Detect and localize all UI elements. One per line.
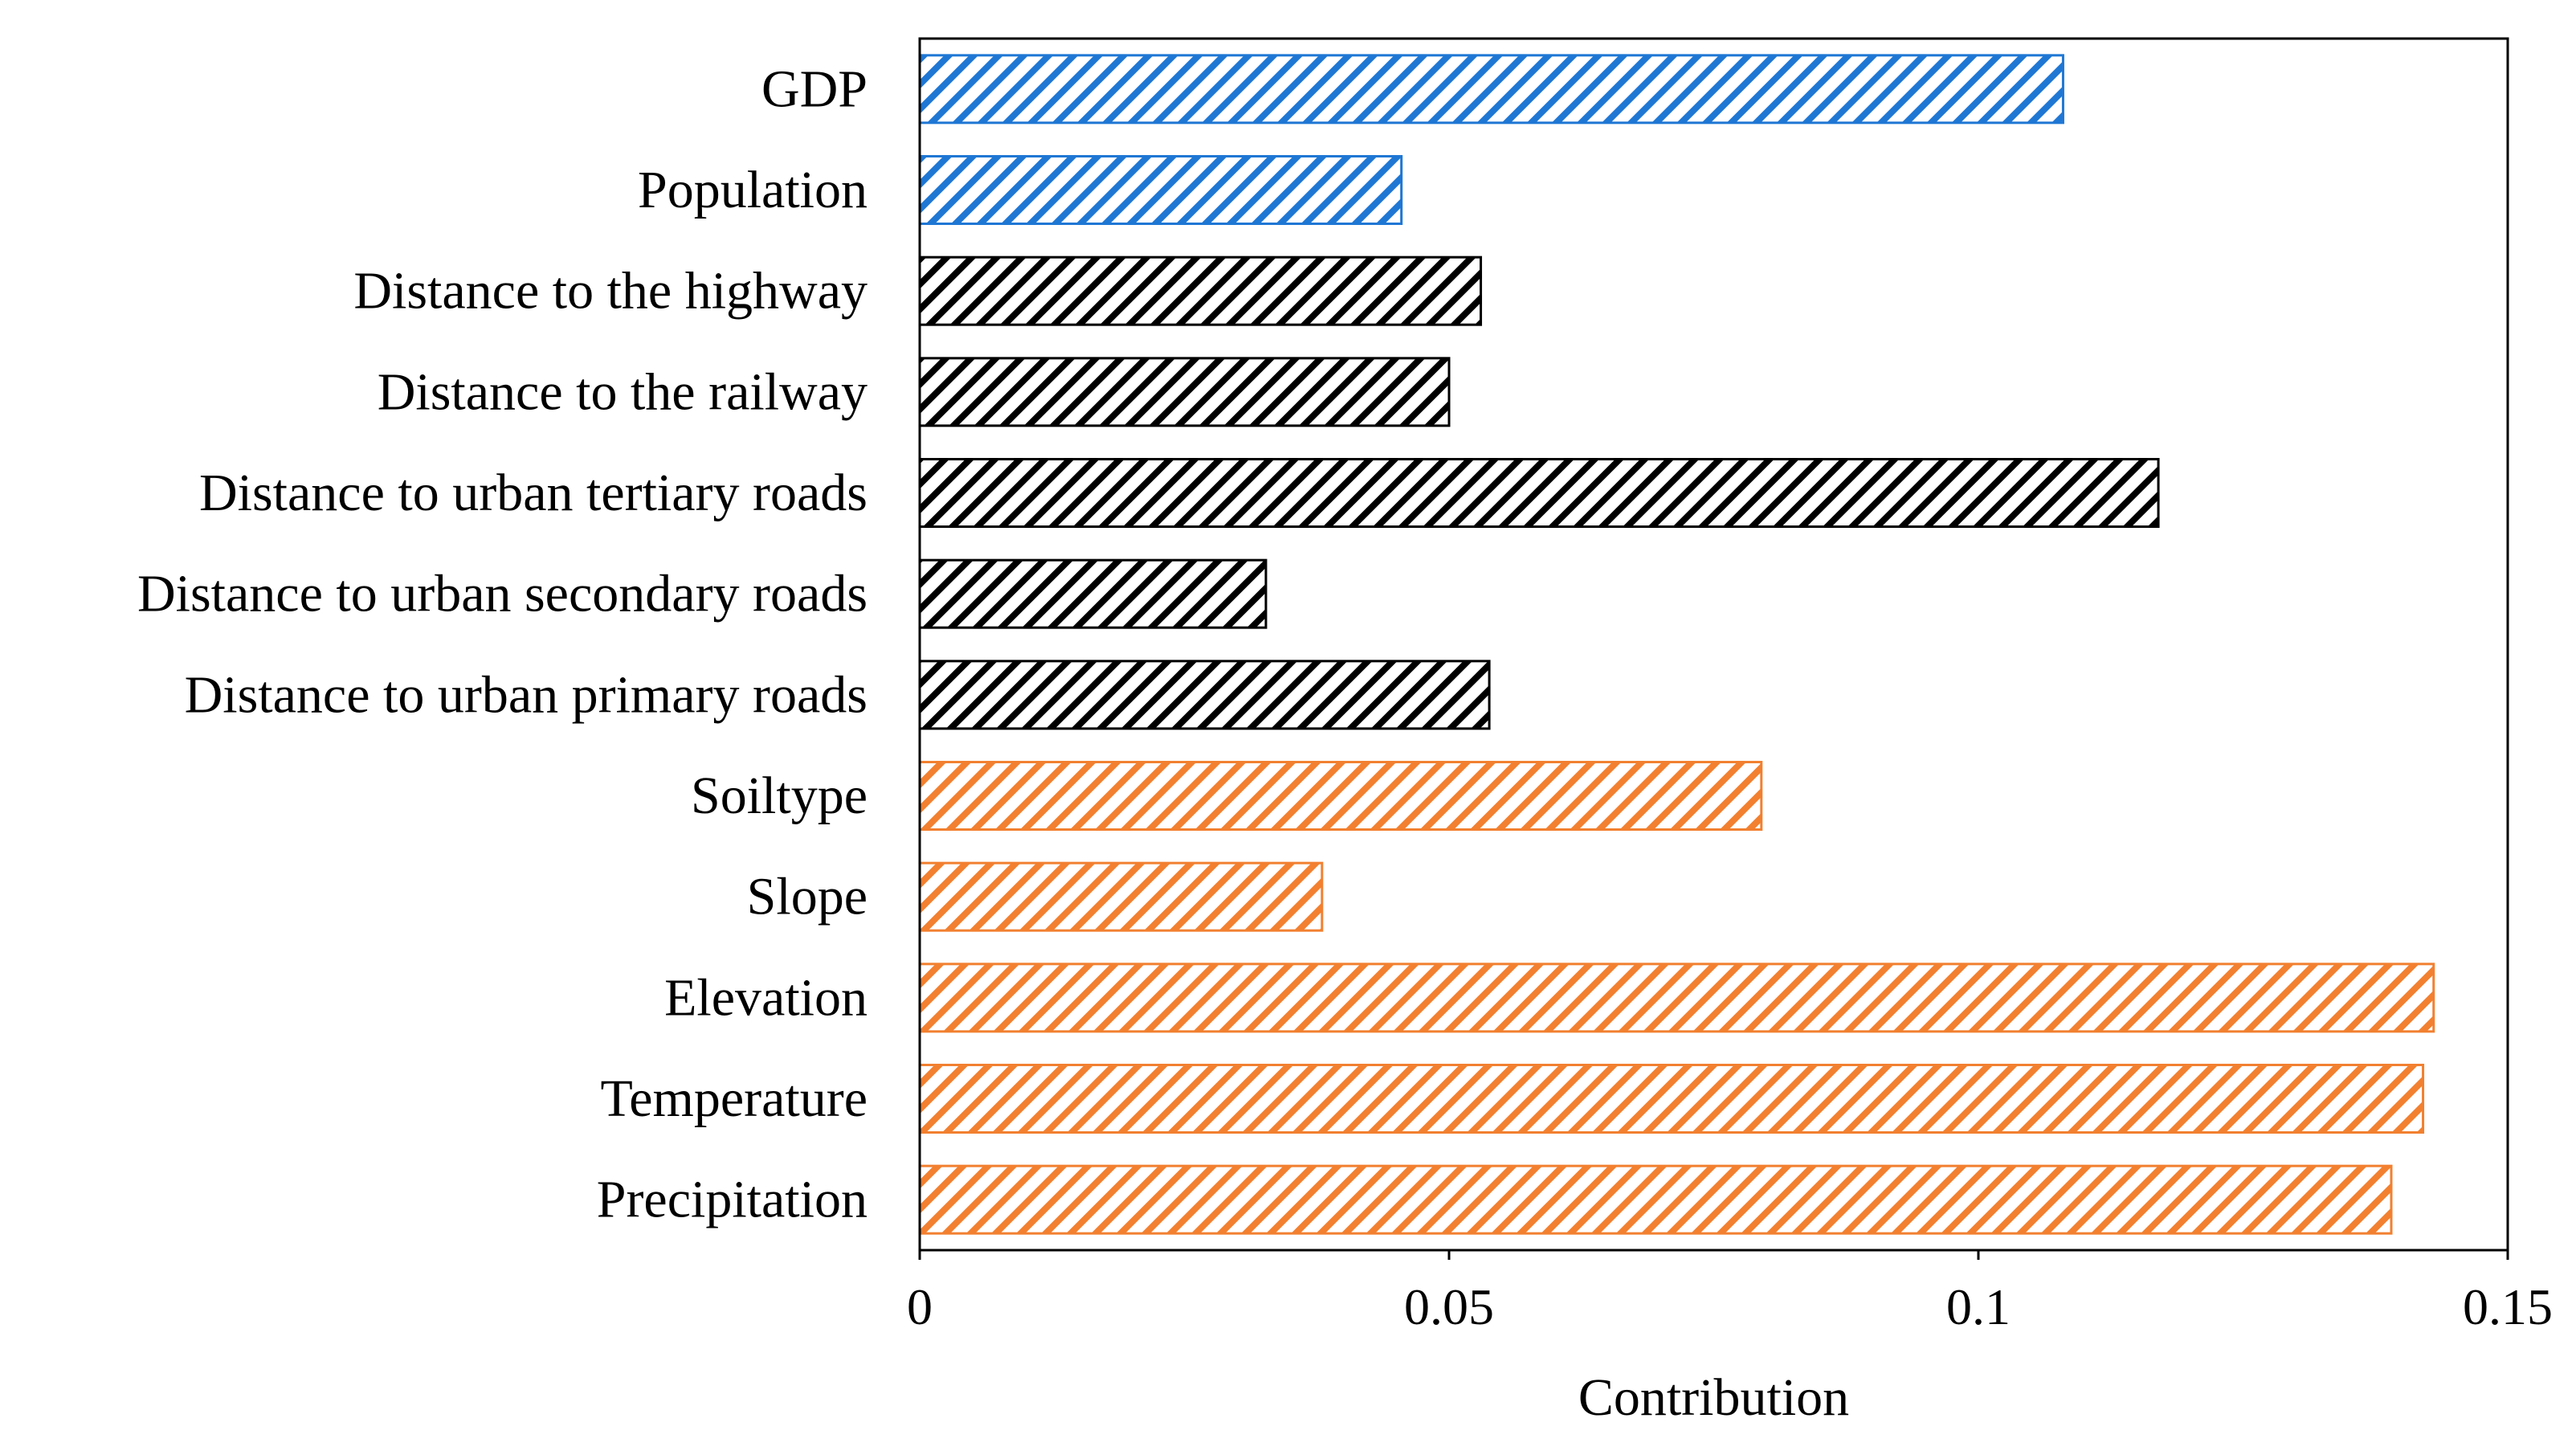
- bar-soiltype: [918, 761, 1763, 831]
- category-label: Distance to urban tertiary roads: [199, 464, 868, 522]
- bar-gdp: [918, 54, 2064, 125]
- category-label: Distance to urban secondary roads: [137, 565, 868, 623]
- category-label: Elevation: [664, 968, 868, 1027]
- bar-slope: [918, 861, 1324, 932]
- bar-distance-to-the-railway: [918, 357, 1451, 427]
- category-label: Precipitation: [597, 1171, 868, 1229]
- bar-distance-to-urban-tertiary-roads: [918, 458, 2160, 528]
- x-tick-label: 0.05: [1404, 1278, 1494, 1335]
- bar-temperature: [918, 1064, 2425, 1134]
- category-label: GDP: [761, 59, 868, 118]
- plot-area-frame: [918, 37, 2509, 1252]
- bar-precipitation: [918, 1164, 2393, 1235]
- bar-series: [918, 54, 2435, 1235]
- bar-distance-to-urban-primary-roads: [918, 660, 1491, 730]
- bar-distance-to-urban-secondary-roads: [918, 558, 1268, 629]
- category-label: Population: [638, 161, 868, 219]
- category-label: Distance to urban primary roads: [185, 665, 868, 724]
- x-tick-label: 0.15: [2463, 1278, 2553, 1335]
- category-label: Slope: [747, 868, 868, 926]
- category-label: Distance to the railway: [378, 362, 868, 421]
- x-tick-label: 0: [907, 1278, 933, 1335]
- category-label: Distance to the highway: [353, 262, 868, 321]
- x-axis-ticks: 0 0.05 0.1 0.15: [907, 1250, 2553, 1335]
- bar-distance-to-the-highway: [918, 255, 1483, 326]
- bar-population: [918, 155, 1403, 225]
- x-axis-title: Contribution: [1578, 1368, 1849, 1427]
- category-axis-labels: GDP Population Distance to the highway Dist…: [137, 59, 868, 1228]
- x-tick-label: 0.1: [1946, 1278, 2011, 1335]
- bar-elevation: [918, 963, 2435, 1033]
- category-label: Soiltype: [691, 766, 868, 825]
- category-label: Temperature: [600, 1069, 868, 1128]
